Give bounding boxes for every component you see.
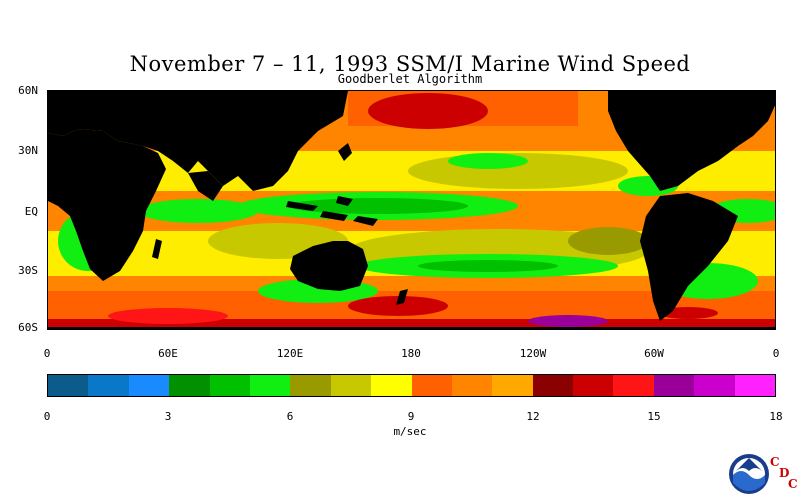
colorbar-swatch-12 xyxy=(532,375,574,396)
colorbar-swatch-11 xyxy=(492,375,533,396)
colorbar-tick-18: 18 xyxy=(769,410,783,423)
wind-speed-map xyxy=(47,90,776,330)
lon-label-180: 180 xyxy=(401,347,421,360)
colorbar-tick-3: 3 xyxy=(164,410,172,423)
logo-letter-d: D xyxy=(779,466,790,480)
colorbar-swatch-14 xyxy=(613,375,654,396)
colorbar-swatch-4 xyxy=(209,375,250,396)
colorbar-tick-12: 12 xyxy=(526,410,540,423)
colorbar-swatch-1 xyxy=(88,375,129,396)
wind-speed-field xyxy=(48,91,775,329)
lat-label-30s: 30S xyxy=(18,264,38,277)
lat-label-60s: 60S xyxy=(18,321,38,334)
noaa-logo-icon xyxy=(729,454,769,494)
logo-letter-c1: C xyxy=(770,455,780,469)
colorbar-swatch-13 xyxy=(573,375,614,396)
colorbar xyxy=(47,374,776,397)
map-subtitle: Goodberlet Algorithm xyxy=(337,72,483,86)
colorbar-swatch-5 xyxy=(249,375,291,396)
lat-label-eq: EQ xyxy=(24,205,38,218)
lat-label-60n: 60N xyxy=(18,84,38,97)
map-title: November 7 – 11, 1993 SSM/I Marine Wind … xyxy=(129,52,691,76)
colorbar-swatch-3 xyxy=(169,375,210,396)
lat-label-30n: 30N xyxy=(18,144,38,157)
lon-label-0-right: 0 xyxy=(772,347,780,360)
colorbar-tick-0: 0 xyxy=(43,410,51,423)
lon-label-120w: 120W xyxy=(519,347,547,360)
lon-label-60w: 60W xyxy=(644,347,664,360)
colorbar-swatch-17 xyxy=(734,375,776,396)
colorbar-units: m/sec xyxy=(393,425,427,438)
colorbar-swatch-15 xyxy=(653,375,695,396)
colorbar-swatch-10 xyxy=(451,375,493,396)
colorbar-swatch-16 xyxy=(694,375,735,396)
colorbar-swatch-9 xyxy=(411,375,452,396)
lon-label-60e: 60E xyxy=(158,347,178,360)
land-masses xyxy=(48,91,775,329)
lon-label-120e: 120E xyxy=(276,347,304,360)
colorbar-tick-15: 15 xyxy=(647,410,661,423)
colorbar-swatch-0 xyxy=(48,375,89,396)
colorbar-swatch-8 xyxy=(371,375,412,396)
colorbar-swatch-6 xyxy=(290,375,331,396)
lon-label-0-left: 0 xyxy=(43,347,51,360)
colorbar-tick-6: 6 xyxy=(286,410,294,423)
colorbar-swatch-2 xyxy=(128,375,170,396)
colorbar-tick-9: 9 xyxy=(407,410,415,423)
colorbar-swatch-7 xyxy=(330,375,372,396)
logo-letter-c2: C xyxy=(788,477,798,491)
